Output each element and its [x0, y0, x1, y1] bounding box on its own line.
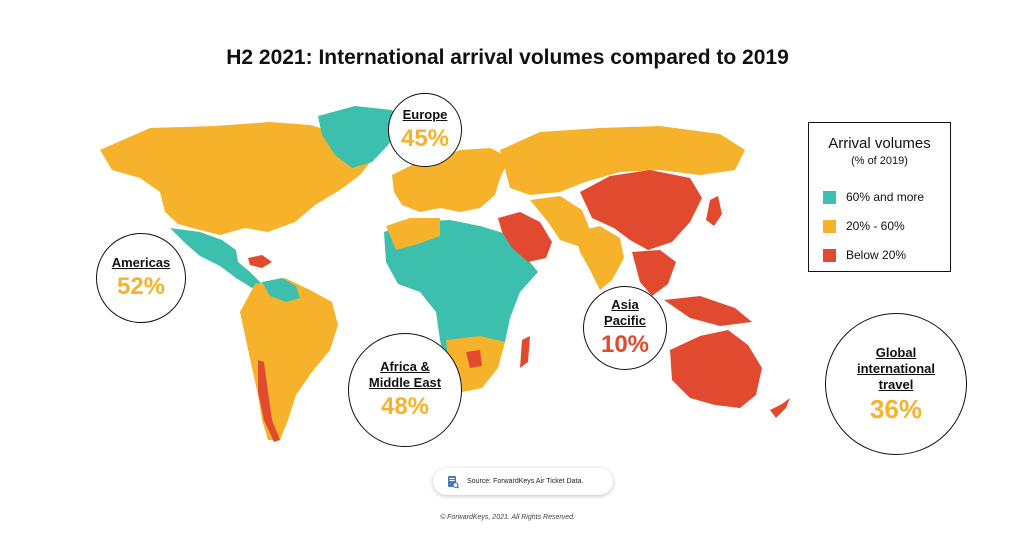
region-value-asia-pacific: 10%: [600, 331, 650, 358]
region-label-global-line2: international: [856, 361, 935, 376]
region-label-africa-line1: Africa &: [380, 359, 430, 374]
map-new-zealand: [770, 398, 790, 418]
map-caribbean: [248, 255, 272, 268]
region-value-africa-middle-east: 48%: [380, 393, 430, 420]
region-label-asia-line2: Pacific: [604, 313, 646, 328]
legend-swatch-high: [823, 190, 836, 204]
region-label-americas: Americas: [111, 255, 171, 270]
map-southeast-asia: [632, 250, 676, 296]
map-south-america-north: [262, 278, 300, 302]
map-india: [574, 226, 624, 290]
legend-label: Below 20%: [846, 248, 907, 262]
page-title: H2 2021: International arrival volumes c…: [226, 46, 789, 69]
region-bubble-asia-pacific: Asia Pacific 10%: [583, 286, 667, 370]
map-greenland: [318, 106, 402, 168]
legend-label: 20% - 60%: [846, 219, 905, 233]
legend-item: 20% - 60%: [823, 218, 905, 234]
region-bubble-europe: Europe 45%: [388, 93, 462, 167]
legend-item: Below 20%: [823, 247, 906, 263]
map-japan: [706, 196, 722, 226]
region-bubble-africa-middle-east: Africa & Middle East 48%: [348, 333, 462, 447]
map-north-america: [100, 122, 380, 235]
map-south-america: [240, 278, 338, 440]
legend-swatch-low: [823, 248, 836, 262]
map-north-africa: [386, 218, 440, 250]
map-indonesia: [664, 296, 752, 326]
map-central-america: [170, 228, 262, 288]
document-search-icon: [447, 475, 460, 489]
region-label-global-line3: travel: [878, 377, 914, 392]
region-label-africa-line2: Middle East: [368, 375, 442, 390]
region-value-europe: 45%: [400, 125, 450, 152]
region-label-global-line1: Global: [875, 345, 917, 360]
legend-swatch-mid: [823, 219, 836, 233]
region-label-asia-line1: Asia: [611, 297, 639, 312]
copyright-notice: © ForwardKeys, 2021. All Rights Reserved…: [440, 514, 575, 521]
source-text: Source: ForwardKeys Air Ticket Data.: [467, 478, 584, 485]
source-badge: Source: ForwardKeys Air Ticket Data.: [433, 468, 613, 495]
region-bubble-global: Global international travel 36%: [825, 313, 967, 455]
legend-label: 60% and more: [846, 190, 925, 204]
region-value-global: 36%: [869, 394, 923, 424]
map-madagascar: [520, 336, 530, 368]
map-chile: [258, 360, 280, 442]
map-middle-east: [498, 212, 552, 262]
map-southern-africa-low: [466, 350, 482, 368]
legend-title: Arrival volumes: [828, 135, 931, 152]
region-value-americas: 52%: [116, 273, 166, 300]
region-bubble-americas: Americas 52%: [96, 233, 186, 323]
legend-subtitle: (% of 2019): [851, 155, 908, 167]
map-russia: [500, 126, 745, 195]
region-label-europe: Europe: [402, 107, 448, 122]
legend-item: 60% and more: [823, 189, 924, 205]
map-australia: [670, 330, 762, 408]
map-legend: Arrival volumes (% of 2019) 60% and more…: [808, 122, 951, 272]
map-china: [580, 170, 702, 250]
